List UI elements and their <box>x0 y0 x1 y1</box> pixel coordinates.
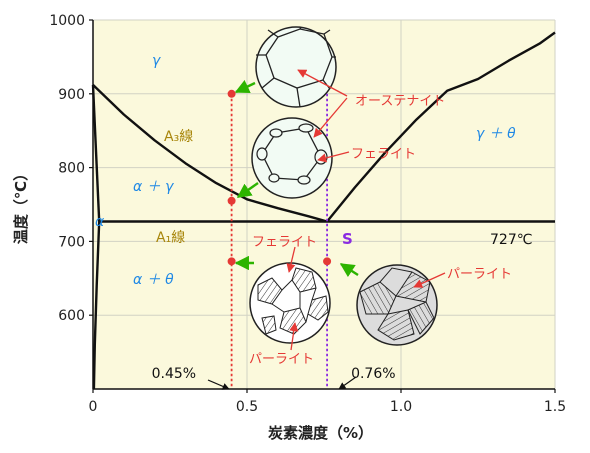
line-label-a3: A₃線 <box>164 129 193 145</box>
data-points <box>227 89 332 266</box>
ferrite-pearlite-micrograph <box>249 262 331 344</box>
axis-ticks: 0 0.5 1.0 1.5 600 700 800 900 1000 <box>49 13 566 415</box>
ferrite-austenite-micrograph <box>251 117 333 199</box>
y-tick-label-1: 700 <box>58 234 85 250</box>
phase-label-alpha-gamma: α ＋ γ <box>133 179 174 195</box>
phase-curve-3 <box>91 84 101 222</box>
phase-curve-2 <box>326 31 556 223</box>
annotation-austenite: オーステナイト <box>355 94 445 109</box>
y-tick-label-0: 600 <box>58 308 85 324</box>
annotation-ferrite-lower: フェライト <box>252 235 317 250</box>
austenite-micrograph <box>255 26 337 108</box>
data-point-2 <box>227 257 236 266</box>
phase-curve-4 <box>92 221 101 390</box>
x-tick-label-0: 0 <box>89 399 98 415</box>
data-point-3 <box>323 257 332 266</box>
phase-label-gamma-theta: γ ＋ θ <box>476 126 516 142</box>
x-tick-label-3: 1.5 <box>544 399 566 415</box>
phase-curves <box>91 31 556 390</box>
eutectoid-point-label: S <box>342 230 353 248</box>
data-point-1 <box>227 196 236 205</box>
composition-label-0: 0.45% <box>152 366 196 382</box>
x-axis-title: 炭素濃度（%） <box>268 424 373 442</box>
line-label-a1: A₁線 <box>156 230 185 246</box>
x-tick-label-1: 0.5 <box>236 399 258 415</box>
annotation-pearlite-lower: パーライト <box>249 352 314 367</box>
composition-lines: 0.45% 0.76% <box>152 93 396 389</box>
y-tick-label-2: 800 <box>58 161 85 177</box>
phase-label-alpha: α <box>95 214 105 230</box>
phase-label-alpha-theta: α ＋ θ <box>133 272 174 288</box>
data-point-0 <box>227 89 236 98</box>
x-tick-label-2: 1.0 <box>390 399 412 415</box>
annotation-pearlite-right: パーライト <box>447 267 512 282</box>
annotation-ferrite-upper: フェライト <box>351 147 416 162</box>
eutectoid-temperature-label: 727℃ <box>490 232 532 248</box>
y-axis-title: 温度（℃） <box>12 166 30 244</box>
y-tick-label-4: 1000 <box>49 13 85 29</box>
y-tick-label-3: 900 <box>58 87 85 103</box>
annotation-arrows <box>207 69 446 390</box>
composition-label-1: 0.76% <box>351 366 395 382</box>
phase-curve-0 <box>92 84 328 223</box>
pearlite-micrograph <box>356 264 438 346</box>
phase-label-gamma: γ <box>152 53 161 69</box>
